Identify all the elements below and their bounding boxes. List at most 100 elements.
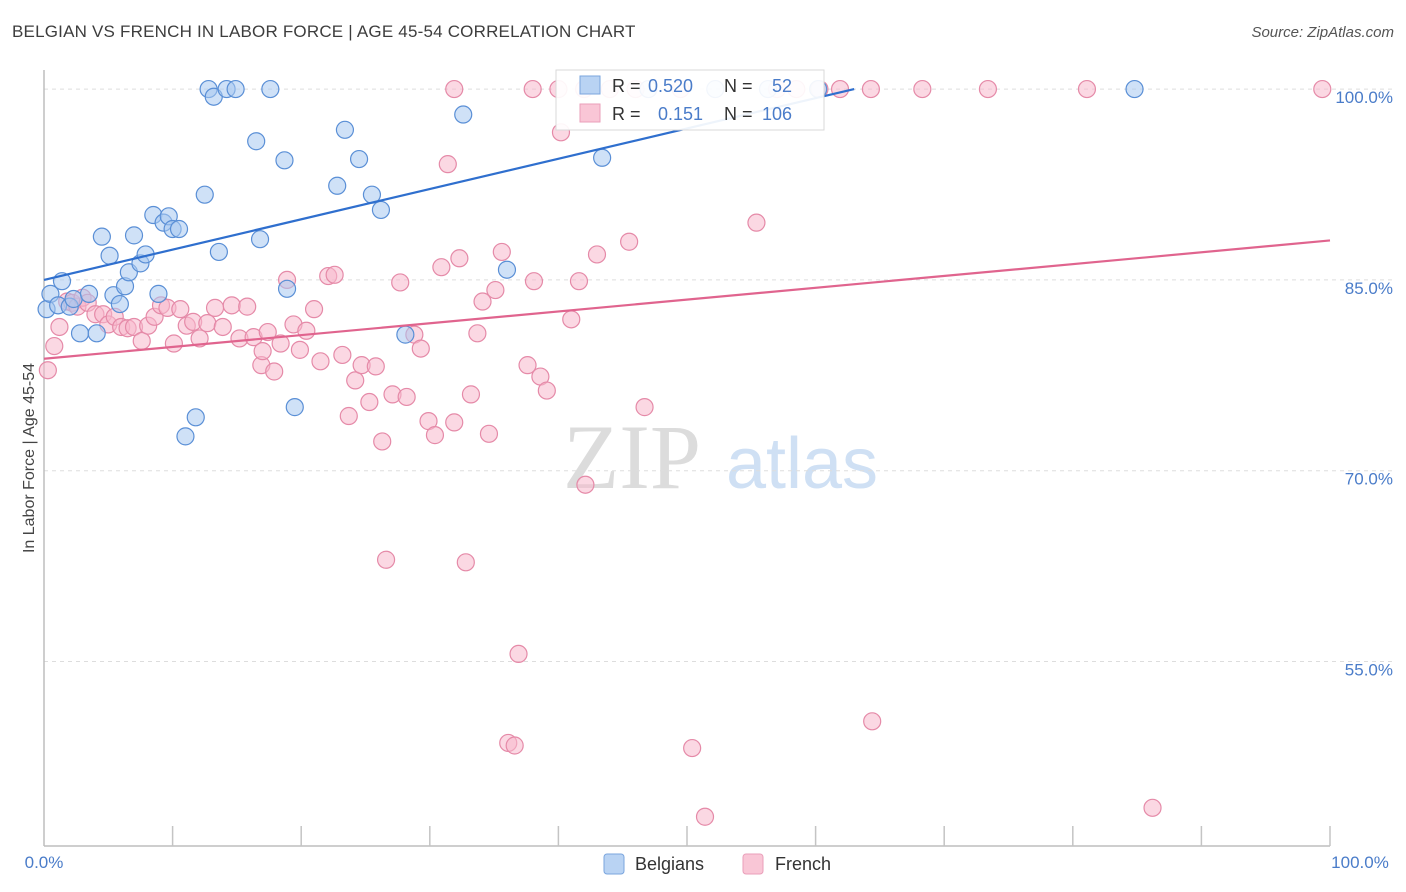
watermark: ZIP atlas — [563, 406, 878, 508]
french-point — [524, 272, 544, 291]
french-point — [1077, 79, 1097, 99]
belgian-point — [169, 219, 189, 239]
french-point — [258, 322, 277, 342]
french-r-label: R = — [612, 104, 641, 124]
french-point — [1143, 798, 1162, 817]
y-tick-label: 55.0% — [1345, 661, 1393, 680]
french-point — [397, 387, 416, 407]
french-point — [325, 265, 344, 284]
french-point — [695, 807, 715, 826]
french-point — [432, 258, 451, 277]
belgians-n-label: N = — [724, 76, 753, 96]
french-trend-line — [43, 239, 1331, 360]
french-point — [366, 357, 385, 376]
belgian-point — [275, 151, 294, 170]
belgian-point — [328, 176, 347, 195]
french-point — [411, 339, 430, 358]
french-point — [461, 385, 481, 404]
french-point — [518, 356, 537, 375]
belgian-point — [176, 427, 195, 446]
french-point — [190, 329, 209, 348]
french-r-value: 0.151 — [658, 104, 703, 124]
french-point — [376, 550, 396, 569]
french-point — [198, 314, 217, 333]
belgian-point — [277, 279, 297, 298]
french-n-label: N = — [724, 104, 753, 124]
french-point — [271, 334, 290, 353]
series-legend: Belgians French — [603, 853, 831, 875]
french-point — [373, 432, 392, 451]
belgian-point — [247, 132, 266, 151]
french-point — [171, 300, 190, 319]
y-tick-labels: 55.0% 70.0% 85.0% 100.0% — [1335, 88, 1393, 679]
french-point — [445, 413, 464, 432]
french-point — [635, 398, 654, 417]
french-point — [861, 79, 880, 99]
french-point — [587, 245, 607, 264]
french-point — [164, 334, 183, 353]
french-point — [445, 79, 464, 99]
stats-legend-frame — [555, 69, 825, 131]
french-point — [523, 79, 542, 99]
french-point — [576, 475, 595, 494]
belgian-point — [100, 246, 119, 265]
belgian-point — [87, 324, 106, 343]
french-point — [978, 79, 998, 99]
y-axis-label: In Labor Force | Age 45-54 — [21, 363, 38, 553]
belgian-point — [349, 149, 369, 169]
french-point — [562, 310, 581, 329]
french-point — [450, 249, 469, 268]
belgian-point — [70, 324, 90, 343]
french-point — [620, 232, 639, 251]
french-point — [747, 213, 766, 232]
french-point — [438, 155, 457, 174]
french-point — [863, 712, 882, 731]
french-point — [360, 392, 379, 412]
french-point — [333, 345, 352, 365]
french-point — [486, 280, 505, 300]
french-point — [132, 331, 151, 351]
french-point — [456, 553, 475, 572]
french-point — [505, 736, 524, 755]
french-point — [468, 324, 487, 343]
belgian-point — [285, 398, 304, 417]
x-tick-label-min: 0.0% — [25, 853, 64, 872]
french-point — [311, 352, 330, 371]
belgian-point — [261, 79, 280, 99]
belgian-point — [226, 79, 245, 99]
french-point — [38, 361, 57, 380]
stats-legend: R = 0.520 N = 52 R = 0.151 N = 106 — [555, 69, 825, 131]
belgian-point — [110, 294, 129, 314]
belgian-point — [92, 227, 111, 246]
french-point — [346, 371, 365, 390]
belgian-point — [593, 148, 612, 167]
french-point — [425, 426, 445, 445]
belgian-point — [209, 242, 228, 262]
french-point — [537, 381, 556, 400]
french-point — [50, 317, 69, 337]
x-tick-label-max: 100.0% — [1331, 853, 1389, 872]
belgian-point — [186, 408, 205, 427]
french-point — [913, 79, 932, 99]
belgian-point — [79, 284, 99, 303]
french-point — [479, 424, 499, 443]
belgian-point — [1125, 79, 1144, 99]
french-point — [830, 79, 850, 99]
chart-title: BELGIAN VS FRENCH IN LABOR FORCE | AGE 4… — [12, 22, 636, 41]
french-point — [391, 273, 410, 292]
french-point — [297, 321, 316, 340]
belgians-swatch — [579, 75, 601, 95]
french-n-value: 106 — [762, 104, 792, 124]
french-point — [339, 406, 358, 426]
french-swatch — [579, 103, 601, 123]
french-point — [1313, 79, 1332, 99]
grid — [44, 88, 1392, 663]
legend-french-label: French — [775, 854, 831, 874]
belgian-point — [396, 325, 415, 344]
french-point — [222, 296, 241, 315]
french-point — [473, 292, 492, 311]
belgian-point — [64, 289, 83, 309]
x-ticks — [171, 826, 1331, 846]
french-point — [213, 317, 232, 337]
